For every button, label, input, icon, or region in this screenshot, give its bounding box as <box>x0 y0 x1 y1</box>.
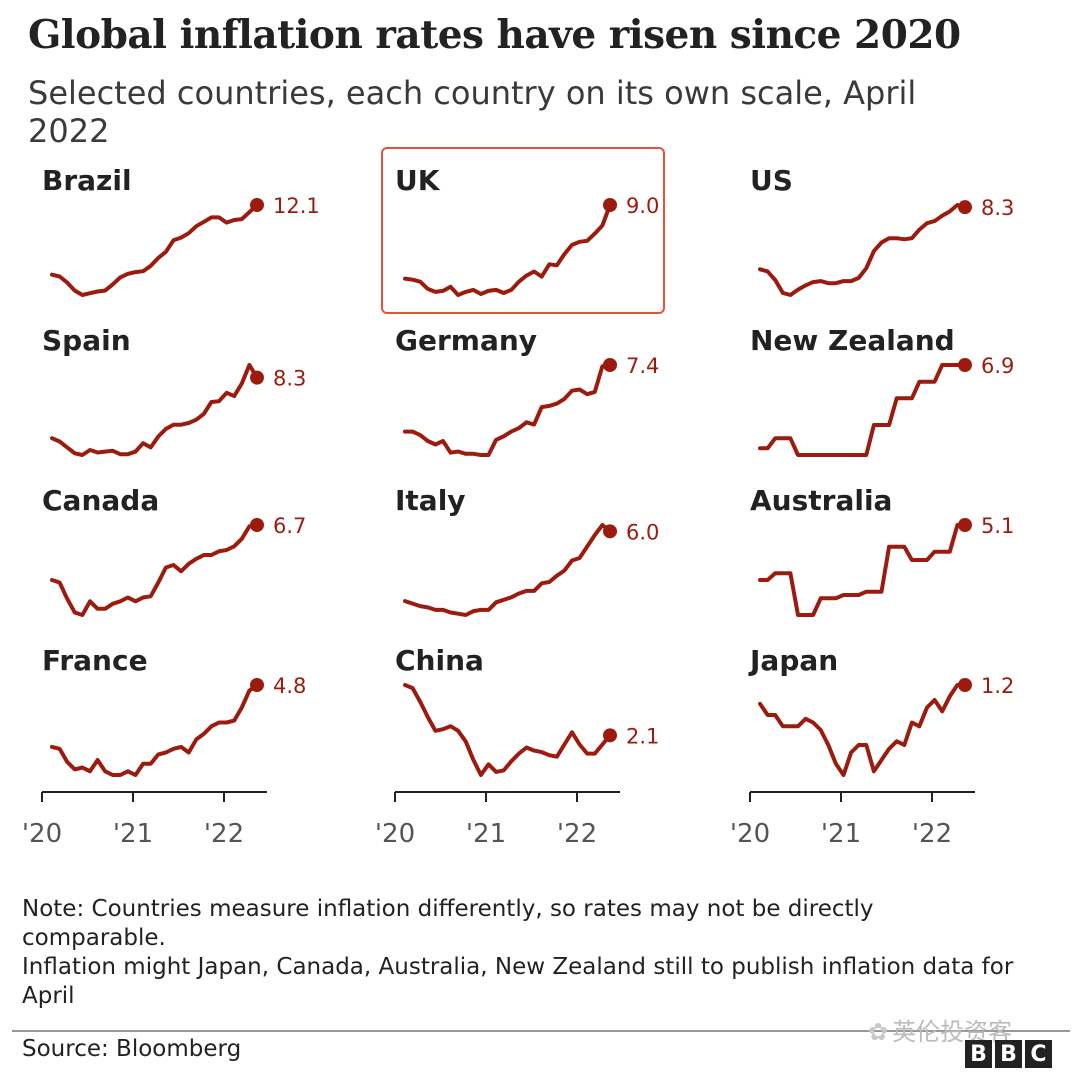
notes: Note: Countries measure inflation differ… <box>22 895 1022 1011</box>
end-point-japan <box>958 678 972 692</box>
bbc-logo: B B C <box>965 1040 1052 1068</box>
value-label-italy: 6.0 <box>626 520 659 544</box>
source-text: Source: Bloomberg <box>22 1036 242 1062</box>
note-publishing: Inflation might Japan, Canada, Australia… <box>22 954 1014 1009</box>
watermark: ✿ 英伦投资客 <box>868 1012 1012 1047</box>
end-point-australia <box>958 518 972 532</box>
end-point-brazil <box>250 198 264 212</box>
x-tick-label: '22 <box>912 819 952 849</box>
bbc-logo-block: C <box>1025 1040 1052 1068</box>
value-label-spain: 8.3 <box>273 367 306 391</box>
uk-highlight-box <box>381 147 665 314</box>
series-line-china <box>403 683 612 777</box>
note-comparability: Note: Countries measure inflation differ… <box>22 896 874 951</box>
value-label-brazil: 12.1 <box>273 194 320 218</box>
panel-title-uk: UK <box>395 164 441 197</box>
x-tick-label: '20 <box>22 819 62 849</box>
end-point-china <box>603 728 617 743</box>
series-line-germany <box>403 363 612 457</box>
end-point-france <box>250 678 264 692</box>
x-tick-label: '21 <box>821 819 861 849</box>
series-line-new-zealand <box>758 363 967 457</box>
end-point-new-zealand <box>958 358 972 372</box>
panel-title-china: China <box>395 644 484 677</box>
panel-title-spain: Spain <box>42 324 131 357</box>
value-label-us: 8.3 <box>981 196 1014 220</box>
x-tick-label: '20 <box>730 819 770 849</box>
bbc-logo-block: B <box>995 1040 1022 1068</box>
bbc-logo-block: B <box>965 1040 992 1068</box>
value-label-china: 2.1 <box>626 724 659 748</box>
panel-title-germany: Germany <box>395 324 537 357</box>
x-tick-label: '20 <box>375 819 415 849</box>
series-line-japan <box>758 683 967 777</box>
x-tick-label: '22 <box>557 819 597 849</box>
series-line-spain <box>50 363 259 457</box>
small-multiples-chart: Brazil 12.1 UK 9.0 US 8.3 Spain 8.3 Germany 7.4 Ne… <box>22 164 1015 849</box>
value-label-germany: 7.4 <box>626 354 659 378</box>
series-line-italy <box>403 523 612 617</box>
footer-divider <box>12 1030 1070 1032</box>
series-line-brazil <box>50 203 259 297</box>
panel-title-brazil: Brazil <box>42 164 132 197</box>
series-line-canada <box>50 523 259 617</box>
value-label-new-zealand: 6.9 <box>981 354 1014 378</box>
panel-title-italy: Italy <box>395 484 466 517</box>
end-point-canada <box>250 518 264 532</box>
series-line-us <box>758 203 967 297</box>
series-line-france <box>50 683 259 777</box>
chart-subtitle: Selected countries, each country on its … <box>28 74 917 150</box>
panel-title-us: US <box>750 164 793 197</box>
end-point-italy <box>603 524 617 539</box>
watermark-text: 英伦投资客 <box>892 1018 1013 1046</box>
value-label-australia: 5.1 <box>981 514 1014 538</box>
x-tick-label: '21 <box>466 819 506 849</box>
value-label-canada: 6.7 <box>273 514 306 538</box>
wechat-icon: ✿ <box>868 1018 889 1046</box>
x-tick-label: '22 <box>204 819 244 849</box>
panel-title-france: France <box>42 644 148 677</box>
series-line-australia <box>758 523 967 617</box>
panel-title-new-zealand: New Zealand <box>750 324 955 357</box>
value-label-japan: 1.2 <box>981 674 1014 698</box>
panel-title-japan: Japan <box>748 644 838 677</box>
panel-title-australia: Australia <box>750 484 892 517</box>
value-label-france: 4.8 <box>273 674 306 698</box>
end-point-us <box>958 200 972 215</box>
chart-title: Global inflation rates have risen since … <box>28 12 961 58</box>
end-point-uk <box>603 198 617 212</box>
panel-title-canada: Canada <box>42 484 159 517</box>
end-point-spain <box>250 370 264 385</box>
series-line-uk <box>403 203 612 297</box>
value-label-uk: 9.0 <box>626 194 659 218</box>
x-tick-label: '21 <box>113 819 153 849</box>
end-point-germany <box>603 358 617 372</box>
